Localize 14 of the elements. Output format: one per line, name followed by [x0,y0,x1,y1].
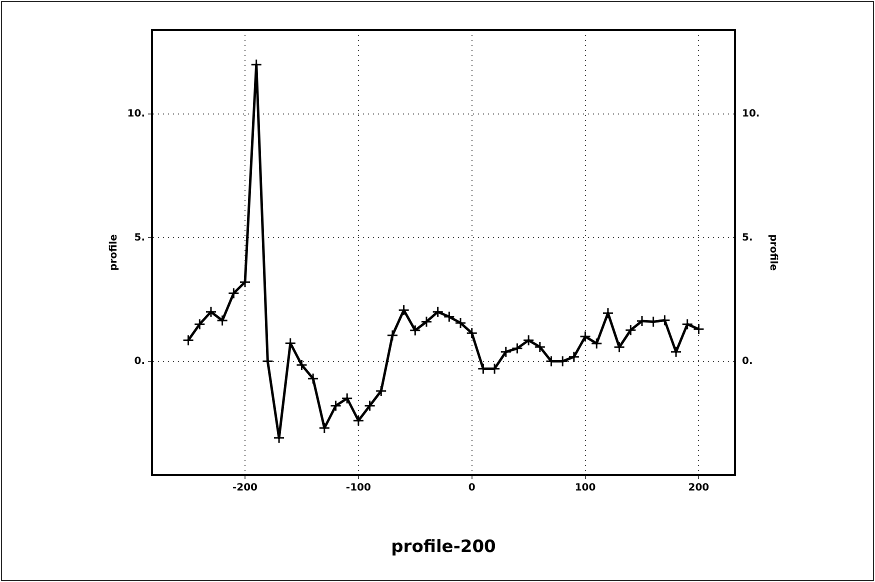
y-tick-label: 10. [127,108,145,120]
x-tick-label: 200 [688,482,710,494]
x-tick-label: 0 [468,482,476,494]
y2-tick-label: 10. [742,108,760,120]
y-tick-label: 5. [134,232,145,244]
y-tick-label: 0. [134,356,145,367]
x-tick-label: -100 [346,482,371,494]
y2-axis-title: profile [767,234,778,272]
x-tick-label: 100 [574,482,596,494]
y2-tick-label: 5. [742,232,753,244]
y2-tick-label: 0. [742,356,753,367]
y-axis-title: profile [108,234,120,271]
x-tick-label: -200 [232,482,258,494]
x-axis-title: profile-200 [391,537,496,558]
